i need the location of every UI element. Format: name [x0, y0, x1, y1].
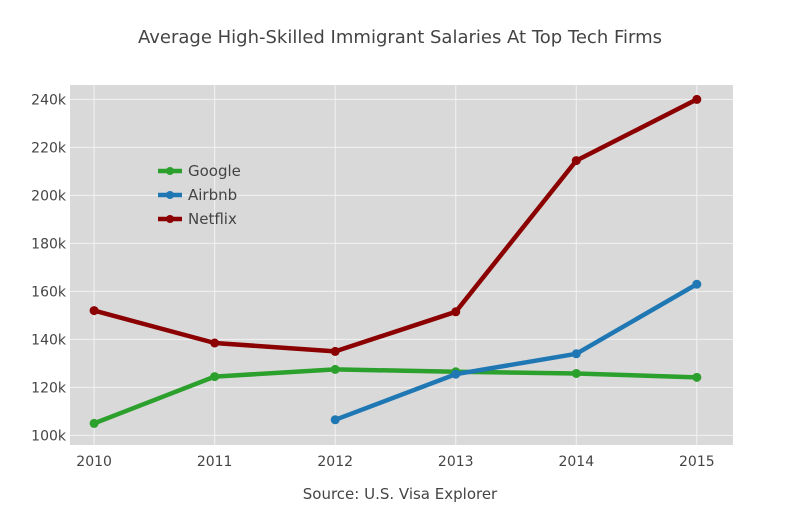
airbnb-series-line [332, 281, 700, 423]
legend-netflix-marker [166, 215, 174, 223]
netflix-series-line [91, 97, 700, 354]
google-data-point [330, 364, 340, 374]
google-series-line [91, 367, 700, 426]
netflix-data-point [330, 346, 340, 356]
legend-airbnb-label: Airbnb [188, 186, 237, 204]
y-tick-label: 140k [31, 332, 67, 348]
legend-google-label: Google [188, 162, 241, 180]
x-tick-label: 2015 [679, 454, 715, 470]
airbnb-data-point [330, 415, 340, 425]
legend-google-marker [166, 167, 174, 175]
y-tick-label: 120k [31, 380, 67, 396]
y-tick-label: 220k [31, 140, 67, 156]
netflix-data-point [692, 94, 702, 104]
y-tick-label: 240k [31, 92, 67, 108]
google-data-point [692, 372, 702, 382]
plot-area [70, 85, 733, 445]
legend-airbnb-marker [166, 191, 174, 199]
x-tick-label: 2012 [317, 454, 353, 470]
google-data-point [89, 418, 99, 428]
netflix-data-point [210, 338, 220, 348]
airbnb-data-point [692, 279, 702, 289]
netflix-data-point [89, 306, 99, 316]
y-tick-label: 100k [31, 428, 67, 444]
netflix-data-point [451, 307, 461, 317]
netflix-data-point [571, 156, 581, 166]
axis-tick-labels: 2010 2011 2012 2013 2014 2015 100k 120k 140k 160k… [31, 92, 715, 470]
x-axis-label: Source: U.S. Visa Explorer [303, 485, 498, 503]
airbnb-data-point [571, 349, 581, 359]
series-layer [89, 94, 702, 428]
x-tick-label: 2010 [76, 454, 112, 470]
google-data-point [571, 368, 581, 378]
y-tick-label: 200k [31, 188, 67, 204]
legend: Google Airbnb Netflix [158, 162, 241, 228]
google-data-point [210, 372, 220, 382]
x-tick-label: 2011 [197, 454, 233, 470]
x-tick-label: 2013 [438, 454, 474, 470]
legend-netflix-label: Netflix [188, 210, 237, 228]
chart-title: Average High-Skilled Immigrant Salaries … [138, 27, 662, 48]
x-tick-label: 2014 [558, 454, 594, 470]
y-tick-label: 160k [31, 284, 67, 300]
airbnb-data-point [451, 369, 461, 379]
y-tick-label: 180k [31, 236, 67, 252]
